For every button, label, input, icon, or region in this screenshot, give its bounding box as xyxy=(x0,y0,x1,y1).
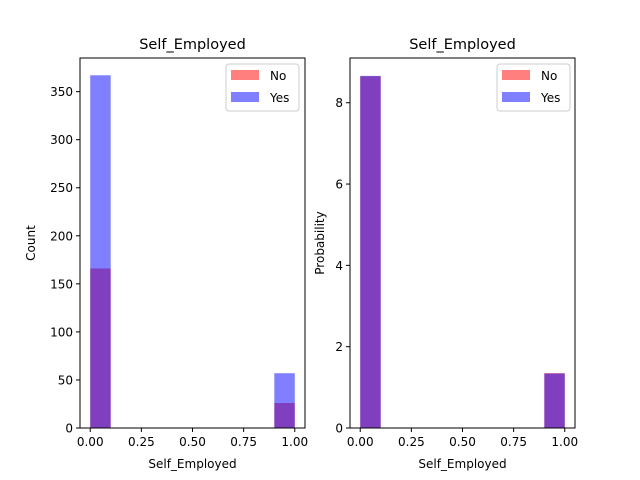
count-bar-yes-bin-1 xyxy=(274,373,295,428)
probability-y-tick-label-4: 8 xyxy=(335,96,343,110)
probability-x-ticks: 0.00 0.25 0.50 0.75 1.00 xyxy=(347,428,578,449)
count-x-ticks: 0.00 0.25 0.50 0.75 1.00 xyxy=(77,428,308,449)
count-chart-title: Self_Employed xyxy=(139,37,246,53)
count-y-tick-label-5: 250 xyxy=(50,181,73,195)
probability-x-tick-label-4: 1.00 xyxy=(551,435,578,449)
count-y-tick-label-3: 150 xyxy=(50,277,73,291)
probability-x-tick-label-2: 0.50 xyxy=(449,435,476,449)
count-legend: No Yes xyxy=(225,63,300,112)
probability-y-axis-label: Probability xyxy=(313,211,327,274)
count-y-axis-label: Count xyxy=(24,225,38,261)
probability-legend: No Yes xyxy=(496,63,571,112)
count-y-tick-label-7: 350 xyxy=(50,85,73,99)
probability-x-axis-label: Self_Employed xyxy=(418,457,506,471)
count-y-tick-label-1: 50 xyxy=(58,373,73,387)
count-y-tick-label-2: 100 xyxy=(50,325,73,339)
count-bars xyxy=(90,75,295,428)
probability-legend-label-no: No xyxy=(541,69,557,83)
probability-x-tick-label-3: 0.75 xyxy=(500,435,527,449)
probability-bars xyxy=(360,75,565,429)
count-y-tick-label-0: 0 xyxy=(65,422,73,436)
count-x-tick-label-3: 0.75 xyxy=(230,435,257,449)
count-x-tick-label-0: 0.00 xyxy=(77,435,104,449)
probability-legend-swatch-no xyxy=(502,70,530,80)
probability-y-ticks: 0 2 4 6 8 xyxy=(335,96,350,436)
count-legend-swatch-no xyxy=(231,70,259,80)
count-x-tick-label-2: 0.50 xyxy=(179,435,206,449)
count-y-tick-label-4: 200 xyxy=(50,229,73,243)
count-y-ticks: 0 50 100 150 200 250 300 350 xyxy=(50,85,80,436)
count-legend-label-no: No xyxy=(270,69,286,83)
probability-y-tick-label-1: 2 xyxy=(335,340,343,354)
count-y-tick-label-6: 300 xyxy=(50,133,73,147)
probability-y-tick-label-3: 6 xyxy=(335,178,343,192)
count-x-tick-label-4: 1.00 xyxy=(281,435,308,449)
probability-histogram-panel: 0.00 0.25 0.50 0.75 1.00 0 2 4 6 8 Self_Employed… xyxy=(313,37,578,471)
probability-x-tick-label-1: 0.25 xyxy=(398,435,425,449)
probability-x-tick-label-0: 0.00 xyxy=(347,435,374,449)
probability-bar-yes-bin-0 xyxy=(360,75,381,428)
probability-legend-swatch-yes xyxy=(502,92,530,102)
probability-bar-yes-bin-1 xyxy=(544,373,565,428)
probability-legend-label-yes: Yes xyxy=(540,91,560,105)
count-legend-label-yes: Yes xyxy=(269,91,289,105)
probability-chart-title: Self_Employed xyxy=(409,37,516,53)
count-histogram-panel: 0.00 0.25 0.50 0.75 1.00 0 50 100 150 200 250 300 3… xyxy=(24,37,308,471)
count-x-tick-label-1: 0.25 xyxy=(128,435,155,449)
count-x-axis-label: Self_Employed xyxy=(148,457,236,471)
count-bar-yes-bin-0 xyxy=(90,75,111,428)
probability-y-tick-label-0: 0 xyxy=(335,422,343,436)
count-legend-swatch-yes xyxy=(231,92,259,102)
probability-y-tick-label-2: 4 xyxy=(335,259,343,273)
